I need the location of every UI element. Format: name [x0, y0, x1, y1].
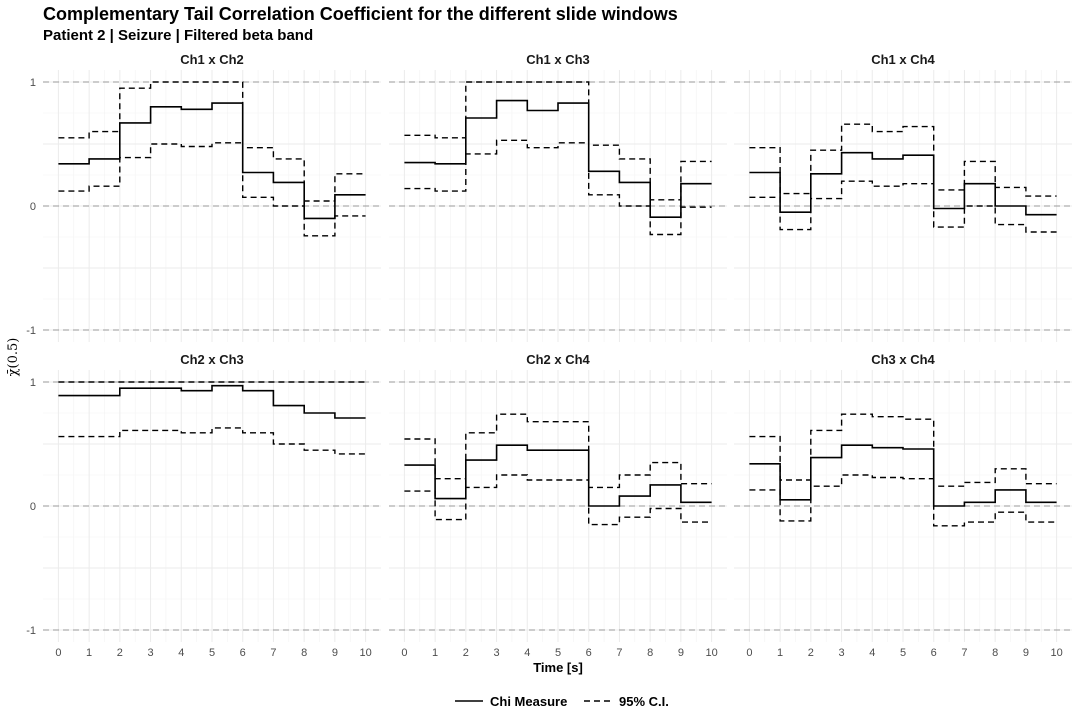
x-tick-label: 2 — [117, 647, 123, 659]
panel: Ch2 x Ch4 0 1 2 3 4 5 6 7 8 9 10 — [389, 352, 727, 659]
x-tick-label: 10 — [359, 647, 371, 659]
x-tick-label: 5 — [900, 647, 906, 659]
y-tick-label: 1 — [30, 77, 36, 89]
x-tick-label: 0 — [401, 647, 407, 659]
y-tick-label: 0 — [30, 501, 36, 513]
ci-upper-line — [404, 81, 712, 201]
x-tick-label: 1 — [777, 647, 783, 659]
ci-lower-line — [749, 180, 1057, 233]
y-tick-label: -1 — [26, 625, 36, 637]
x-tick-label: 2 — [808, 647, 814, 659]
x-tick-label: 0 — [746, 647, 752, 659]
x-tick-label: 4 — [524, 647, 530, 659]
ci-lower-line — [404, 474, 712, 526]
facet-panels: Ch1 x Ch2 -1 0 1 Ch1 x Ch3 Ch1 x Ch4 Ch2 x Ch3… — [26, 52, 1072, 659]
x-tick-label: 2 — [463, 647, 469, 659]
x-tick-label: 8 — [647, 647, 653, 659]
x-tick-label: 7 — [270, 647, 276, 659]
chart-subtitle: Patient 2 | Seizure | Filtered beta band — [43, 27, 313, 44]
x-tick-label: 5 — [555, 647, 561, 659]
x-tick-label: 8 — [301, 647, 307, 659]
x-tick-label: 6 — [240, 647, 246, 659]
x-tick-label: 3 — [838, 647, 844, 659]
ci-upper-line — [749, 413, 1057, 487]
panel-strip-label: Ch1 x Ch4 — [871, 52, 935, 67]
legend-label-ci: 95% C.I. — [619, 694, 669, 709]
ci-lower-line — [58, 427, 366, 455]
y-tick-label: -1 — [26, 325, 36, 337]
x-tick-label: 1 — [432, 647, 438, 659]
x-tick-label: 10 — [705, 647, 717, 659]
ci-lower-line — [404, 139, 712, 236]
x-axis-title: Time [s] — [533, 660, 583, 675]
x-tick-label: 7 — [616, 647, 622, 659]
panel-strip-label: Ch3 x Ch4 — [871, 352, 935, 367]
panel-strip-label: Ch2 x Ch3 — [180, 352, 244, 367]
x-tick-label: 6 — [931, 647, 937, 659]
y-axis-title: χ̄(0.5) — [6, 338, 21, 377]
x-tick-label: 3 — [147, 647, 153, 659]
x-tick-label: 10 — [1050, 647, 1062, 659]
x-tick-label: 4 — [178, 647, 184, 659]
y-tick-label: 0 — [30, 201, 36, 213]
panel-strip-label: Ch1 x Ch2 — [180, 52, 244, 67]
ci-upper-line — [404, 413, 712, 489]
x-tick-label: 9 — [1023, 647, 1029, 659]
panel-strip-label: Ch1 x Ch3 — [526, 52, 590, 67]
x-tick-label: 3 — [493, 647, 499, 659]
panel: Ch3 x Ch4 0 1 2 3 4 5 6 7 8 9 10 — [734, 352, 1072, 659]
x-tick-label: 5 — [209, 647, 215, 659]
chi-measure-line — [749, 151, 1057, 216]
x-tick-label: 9 — [678, 647, 684, 659]
y-tick-label: 1 — [30, 377, 36, 389]
x-tick-label: 6 — [586, 647, 592, 659]
chart-title: Complementary Tail Correlation Coefficie… — [43, 4, 678, 24]
x-tick-label: 9 — [332, 647, 338, 659]
panel-strip-label: Ch2 x Ch4 — [526, 352, 590, 367]
chi-measure-line — [58, 384, 366, 419]
ci-upper-line — [749, 123, 1057, 197]
panel: Ch1 x Ch2 -1 0 1 — [26, 52, 381, 342]
chi-measure-line — [58, 102, 366, 220]
ci-lower-line — [58, 142, 366, 237]
x-tick-label: 0 — [55, 647, 61, 659]
legend: Chi Measure 95% C.I. — [455, 694, 669, 709]
x-tick-label: 7 — [961, 647, 967, 659]
x-tick-label: 4 — [869, 647, 875, 659]
ci-lower-line — [749, 474, 1057, 527]
panel: Ch1 x Ch4 — [734, 52, 1072, 342]
x-tick-label: 1 — [86, 647, 92, 659]
legend-label-chi: Chi Measure — [490, 694, 567, 709]
x-tick-label: 8 — [992, 647, 998, 659]
panel: Ch1 x Ch3 — [389, 52, 727, 342]
ci-upper-line — [58, 81, 366, 202]
